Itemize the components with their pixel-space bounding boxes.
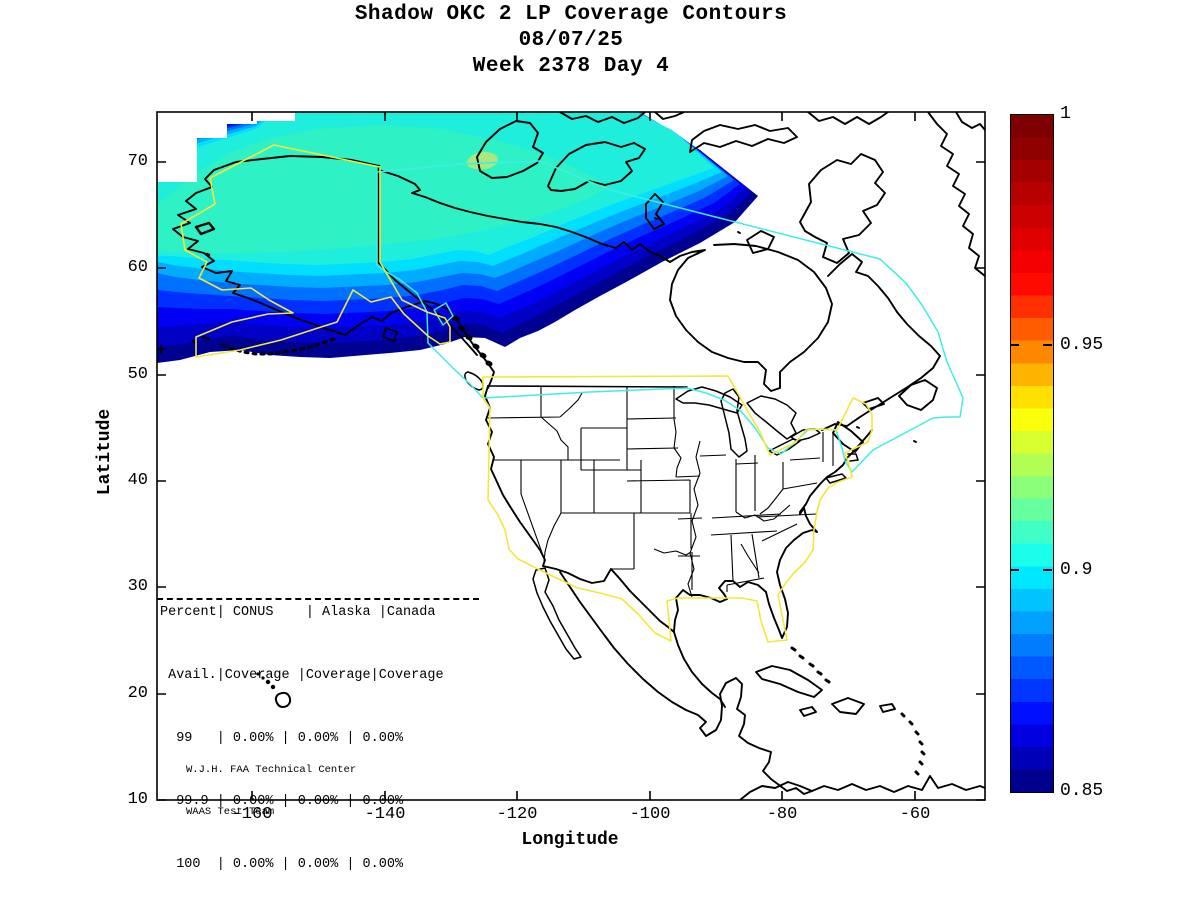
chart-week-day: Week 2378 Day 4	[472, 55, 670, 78]
x-tick--140: -140	[364, 805, 406, 824]
colorbar-label-1: 1	[1060, 104, 1071, 124]
x-tick--160: -160	[231, 805, 273, 824]
colorbar-label-09: 0.9	[1060, 560, 1093, 580]
y-tick-10: 10	[127, 790, 148, 809]
x-tick--100: -100	[629, 805, 671, 824]
y-tick-40: 40	[127, 471, 148, 490]
y-tick-50: 50	[127, 365, 148, 384]
chart-title: Shadow OKC 2 LP Coverage Contours	[354, 3, 788, 26]
colorbar-tick-09-left	[1010, 569, 1019, 571]
y-tick-70: 70	[127, 152, 148, 171]
credit-line-1: W.J.H. FAA Technical Center	[186, 764, 357, 776]
availability-table-row-99: 99 | 0.00% | 0.00% | 0.00%	[160, 731, 404, 746]
contour-bands	[157, 112, 758, 363]
availability-table: Percent| CONUS | Alaska |Canada Avail.|C…	[160, 560, 444, 900]
colorbar-tick-095-right	[1043, 344, 1052, 346]
colorbar-tick-095-left	[1010, 344, 1019, 346]
conus-alaska-coverage-boundary	[180, 144, 873, 643]
state-boundaries	[487, 386, 834, 598]
colorbar	[1010, 114, 1054, 793]
x-tick--120: -120	[496, 805, 538, 824]
credit-line-2: WAAS Test Team	[186, 806, 275, 818]
availability-table-header-2: Avail.|Coverage |Coverage|Coverage	[160, 668, 444, 683]
colorbar-label-095: 0.95	[1060, 335, 1104, 355]
colorbar-label-085: 0.85	[1060, 781, 1104, 801]
x-tick--60: -60	[899, 805, 931, 824]
availability-table-row-99-9: 99.9 | 0.00% | 0.00% | 0.00%	[160, 794, 404, 809]
y-axis-label: Latitude	[95, 408, 115, 496]
table-dashed-underline	[157, 598, 479, 600]
y-tick-20: 20	[127, 684, 148, 703]
x-axis-label: Longitude	[521, 830, 619, 850]
availability-table-row-100: 100 | 0.00% | 0.00% | 0.00%	[160, 857, 404, 872]
chart-title-block: Shadow OKC 2 LP Coverage Contours 08/07/…	[157, 2, 985, 80]
plot-frame	[156, 111, 986, 801]
chart-date: 08/07/25	[518, 29, 624, 52]
colorbar-tick-09-right	[1043, 569, 1052, 571]
contour-edge-steps	[157, 112, 295, 182]
y-tick-60: 60	[127, 258, 148, 277]
availability-table-header-1: Percent| CONUS | Alaska |Canada	[160, 605, 436, 620]
x-tick--80: -80	[766, 805, 798, 824]
credit-annotation: W.J.H. FAA Technical Center WAAS Test Te…	[186, 735, 356, 847]
y-tick-30: 30	[127, 577, 148, 596]
